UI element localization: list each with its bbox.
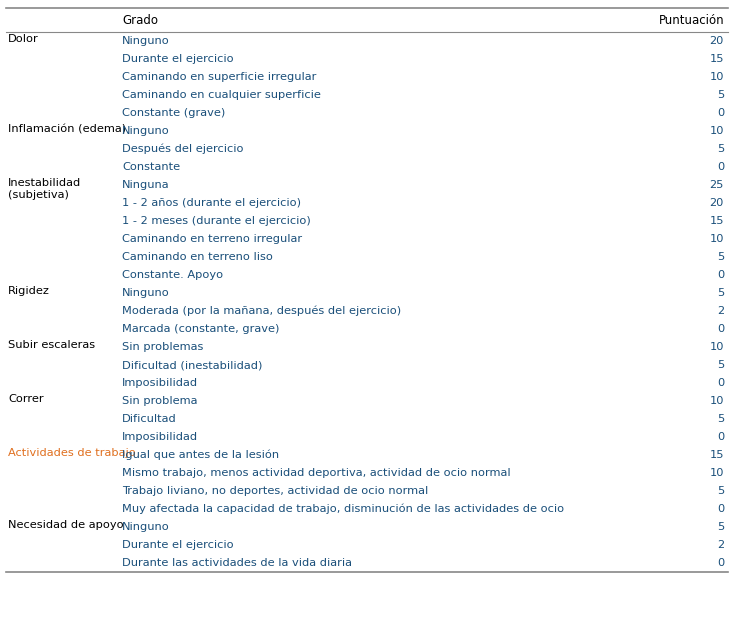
Text: 1 - 2 años (durante el ejercicio): 1 - 2 años (durante el ejercicio) xyxy=(122,198,301,208)
Text: 5: 5 xyxy=(717,288,724,298)
Text: 10: 10 xyxy=(710,126,724,136)
Text: 0: 0 xyxy=(717,108,724,118)
Text: 20: 20 xyxy=(710,198,724,208)
Text: 10: 10 xyxy=(710,72,724,82)
Text: 15: 15 xyxy=(710,450,724,460)
Text: Sin problemas: Sin problemas xyxy=(122,342,203,352)
Text: 10: 10 xyxy=(710,342,724,352)
Text: Dificultad: Dificultad xyxy=(122,414,177,424)
Text: 25: 25 xyxy=(710,180,724,190)
Text: Rigidez: Rigidez xyxy=(8,286,50,296)
Text: 20: 20 xyxy=(710,36,724,46)
Text: Constante: Constante xyxy=(122,162,180,172)
Text: Ninguno: Ninguno xyxy=(122,522,170,532)
Text: Constante (grave): Constante (grave) xyxy=(122,108,225,118)
Text: Constante. Apoyo: Constante. Apoyo xyxy=(122,270,223,280)
Text: Ninguno: Ninguno xyxy=(122,36,170,46)
Text: 5: 5 xyxy=(717,90,724,100)
Text: 0: 0 xyxy=(717,378,724,388)
Text: 5: 5 xyxy=(717,360,724,370)
Text: 10: 10 xyxy=(710,234,724,244)
Text: 0: 0 xyxy=(717,162,724,172)
Text: 1 - 2 meses (durante el ejercicio): 1 - 2 meses (durante el ejercicio) xyxy=(122,216,311,226)
Text: Imposibilidad: Imposibilidad xyxy=(122,432,198,442)
Text: Ninguna: Ninguna xyxy=(122,180,169,190)
Text: 0: 0 xyxy=(717,324,724,334)
Text: 5: 5 xyxy=(717,522,724,532)
Text: Caminando en cualquier superficie: Caminando en cualquier superficie xyxy=(122,90,321,100)
Text: 15: 15 xyxy=(710,54,724,64)
Text: 5: 5 xyxy=(717,486,724,496)
Text: Ninguno: Ninguno xyxy=(122,126,170,136)
Text: Moderada (por la mañana, después del ejercicio): Moderada (por la mañana, después del eje… xyxy=(122,306,401,316)
Text: Caminando en terreno irregular: Caminando en terreno irregular xyxy=(122,234,302,244)
Text: Durante el ejercicio: Durante el ejercicio xyxy=(122,54,233,64)
Text: Trabajo liviano, no deportes, actividad de ocio normal: Trabajo liviano, no deportes, actividad … xyxy=(122,486,428,496)
Text: Igual que antes de la lesión: Igual que antes de la lesión xyxy=(122,450,279,460)
Text: 5: 5 xyxy=(717,414,724,424)
Text: Dificultad (inestabilidad): Dificultad (inestabilidad) xyxy=(122,360,262,370)
Text: Caminando en terreno liso: Caminando en terreno liso xyxy=(122,252,273,262)
Text: Imposibilidad: Imposibilidad xyxy=(122,378,198,388)
Text: 10: 10 xyxy=(710,468,724,478)
Text: Subir escaleras: Subir escaleras xyxy=(8,340,95,350)
Text: Puntuación: Puntuación xyxy=(659,13,724,27)
Text: 0: 0 xyxy=(717,504,724,514)
Text: 5: 5 xyxy=(717,252,724,262)
Text: Sin problema: Sin problema xyxy=(122,396,197,406)
Text: Correr: Correr xyxy=(8,394,43,404)
Text: Caminando en superficie irregular: Caminando en superficie irregular xyxy=(122,72,316,82)
Text: Marcada (constante, grave): Marcada (constante, grave) xyxy=(122,324,280,334)
Text: 2: 2 xyxy=(717,306,724,316)
Text: Inflamación (edema): Inflamación (edema) xyxy=(8,124,126,134)
Text: Ninguno: Ninguno xyxy=(122,288,170,298)
Text: Durante las actividades de la vida diaria: Durante las actividades de la vida diari… xyxy=(122,558,352,568)
Text: Actividades de trabajo: Actividades de trabajo xyxy=(8,448,135,458)
Text: Necesidad de apoyo: Necesidad de apoyo xyxy=(8,520,124,530)
Text: 10: 10 xyxy=(710,396,724,406)
Text: Grado: Grado xyxy=(122,13,158,27)
Text: 2: 2 xyxy=(717,540,724,550)
Text: Mismo trabajo, menos actividad deportiva, actividad de ocio normal: Mismo trabajo, menos actividad deportiva… xyxy=(122,468,511,478)
Text: Después del ejercicio: Después del ejercicio xyxy=(122,144,244,154)
Text: Muy afectada la capacidad de trabajo, disminución de las actividades de ocio: Muy afectada la capacidad de trabajo, di… xyxy=(122,504,564,514)
Text: 0: 0 xyxy=(717,558,724,568)
Text: 0: 0 xyxy=(717,270,724,280)
Text: Inestabilidad
(subjetiva): Inestabilidad (subjetiva) xyxy=(8,178,81,200)
Text: 15: 15 xyxy=(710,216,724,226)
Text: Durante el ejercicio: Durante el ejercicio xyxy=(122,540,233,550)
Text: 5: 5 xyxy=(717,144,724,154)
Text: 0: 0 xyxy=(717,432,724,442)
Text: Dolor: Dolor xyxy=(8,34,39,44)
